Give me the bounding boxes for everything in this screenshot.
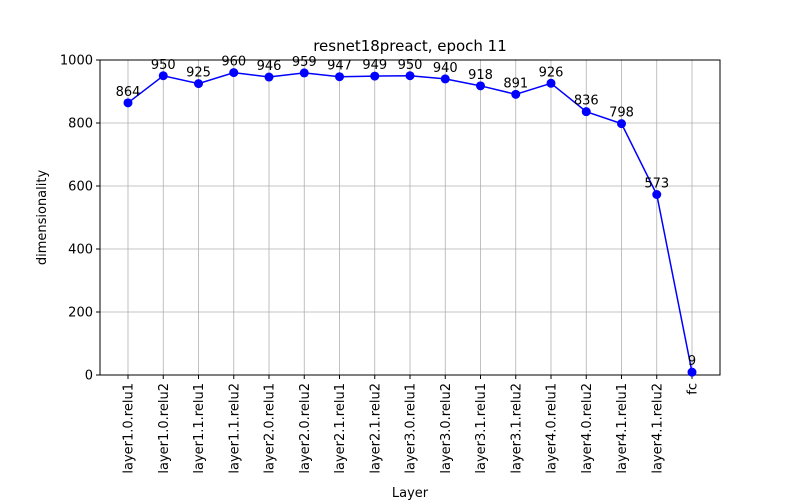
y-axis: 0 200 400 600 800 1000 (60, 54, 100, 384)
x-axis: layer1.0.relu1 layer1.0.relu2 layer1.1.rel… (122, 375, 701, 474)
data-label: 947 (327, 59, 352, 74)
data-label: 926 (539, 65, 564, 80)
data-point (511, 89, 521, 99)
data-label: 925 (186, 66, 211, 81)
data-label: 9 (688, 354, 696, 369)
data-label: 836 (574, 94, 599, 109)
y-tick-label: 1000 (60, 54, 93, 69)
y-tick-label: 600 (68, 180, 93, 195)
data-label: 573 (644, 177, 669, 192)
data-point (476, 81, 485, 91)
data-label: 959 (292, 55, 317, 70)
data-label: 798 (609, 106, 634, 121)
data-point (158, 71, 168, 81)
y-tick-label: 400 (68, 243, 93, 258)
data-point (617, 119, 626, 129)
data-point (440, 74, 450, 84)
data-point (652, 190, 662, 200)
x-tick-label: layer2.1.relu1 (333, 383, 348, 474)
data-labels: 864 950 925 960 946 959 947 949 950 940 918 891 926 8… (116, 55, 697, 370)
data-point (264, 72, 274, 82)
chart-title: resnet18preact, epoch 11 (313, 37, 507, 55)
x-tick-label: layer2.0.relu2 (298, 383, 313, 474)
x-tick-label: layer1.1.relu1 (192, 383, 207, 474)
x-tick-label: layer2.1.relu2 (368, 383, 383, 474)
data-label: 950 (151, 58, 176, 73)
y-tick-label: 0 (85, 369, 93, 384)
data-point (335, 72, 344, 82)
x-tick-label: layer4.0.relu1 (545, 383, 560, 474)
y-tick-label: 200 (68, 306, 93, 321)
data-label: 950 (398, 58, 423, 73)
x-tick-label: layer4.0.relu2 (580, 383, 595, 474)
data-point (546, 78, 556, 88)
y-axis-label: dimensionality (35, 170, 50, 266)
data-point (405, 71, 415, 81)
x-tick-label: layer1.0.relu2 (157, 383, 172, 474)
data-point (123, 98, 133, 108)
data-point (299, 68, 309, 78)
x-tick-label: layer3.1.relu1 (474, 383, 489, 474)
data-label: 891 (503, 76, 528, 91)
data-point (194, 79, 203, 89)
data-label: 918 (468, 68, 493, 83)
x-tick-label: layer2.0.relu1 (263, 383, 278, 474)
x-tick-label: layer3.0.relu1 (404, 383, 419, 474)
x-tick-label: layer1.1.relu2 (227, 383, 242, 474)
data-point (370, 71, 380, 81)
data-point (687, 367, 697, 377)
data-label: 940 (433, 61, 458, 76)
x-tick-label: layer3.1.relu2 (509, 383, 524, 474)
data-label: 949 (362, 58, 387, 73)
markers (123, 68, 697, 377)
data-point (581, 107, 591, 117)
x-tick-label: layer4.1.relu2 (650, 383, 665, 474)
data-label: 960 (221, 55, 246, 70)
x-tick-label: fc (686, 383, 701, 395)
x-axis-label: Layer (392, 486, 429, 500)
x-tick-label: layer1.0.relu1 (122, 383, 137, 474)
x-tick-label: layer4.1.relu1 (615, 383, 630, 474)
x-tick-label: layer3.0.relu2 (439, 383, 454, 474)
data-label: 864 (116, 85, 141, 100)
y-tick-label: 800 (68, 117, 93, 132)
data-label: 946 (257, 59, 282, 74)
data-point (229, 68, 239, 78)
